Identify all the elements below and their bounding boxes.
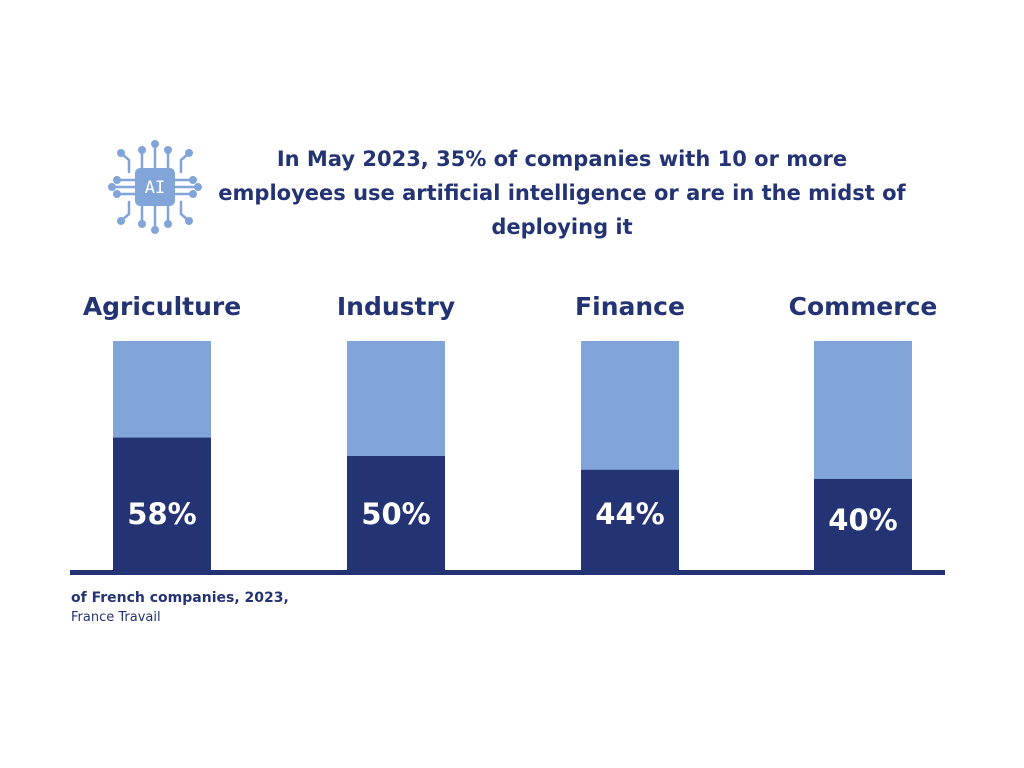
- bar-agriculture: [113, 437, 211, 571]
- value-label-agriculture: 58%: [127, 497, 196, 531]
- category-label-commerce: Commerce: [789, 292, 938, 321]
- value-label-industry: 50%: [361, 497, 430, 531]
- value-label-finance: 44%: [595, 497, 664, 531]
- title-line-2: employees use artificial intelligence or…: [218, 181, 906, 205]
- title-line-1: In May 2023, 35% of companies with 10 or…: [277, 147, 847, 171]
- bar-industry: [347, 456, 445, 571]
- value-label-commerce: 40%: [828, 503, 897, 537]
- chart-baseline: [70, 570, 945, 575]
- title-line-3: deploying it: [491, 215, 632, 239]
- ai-icon-label: AI: [145, 178, 165, 198]
- bar-finance: [581, 469, 679, 571]
- ai-chip-icon: AI: [108, 140, 202, 234]
- footer-source: France Travail: [71, 610, 161, 625]
- bar-commerce: [814, 479, 912, 571]
- category-label-finance: Finance: [575, 292, 685, 321]
- category-label-industry: Industry: [337, 292, 455, 321]
- footer-note: of French companies, 2023,: [71, 590, 289, 606]
- bar-chart: Agriculture 58% Industry 50% Finance 44% Comme…: [83, 292, 938, 571]
- category-label-agriculture: Agriculture: [83, 292, 241, 321]
